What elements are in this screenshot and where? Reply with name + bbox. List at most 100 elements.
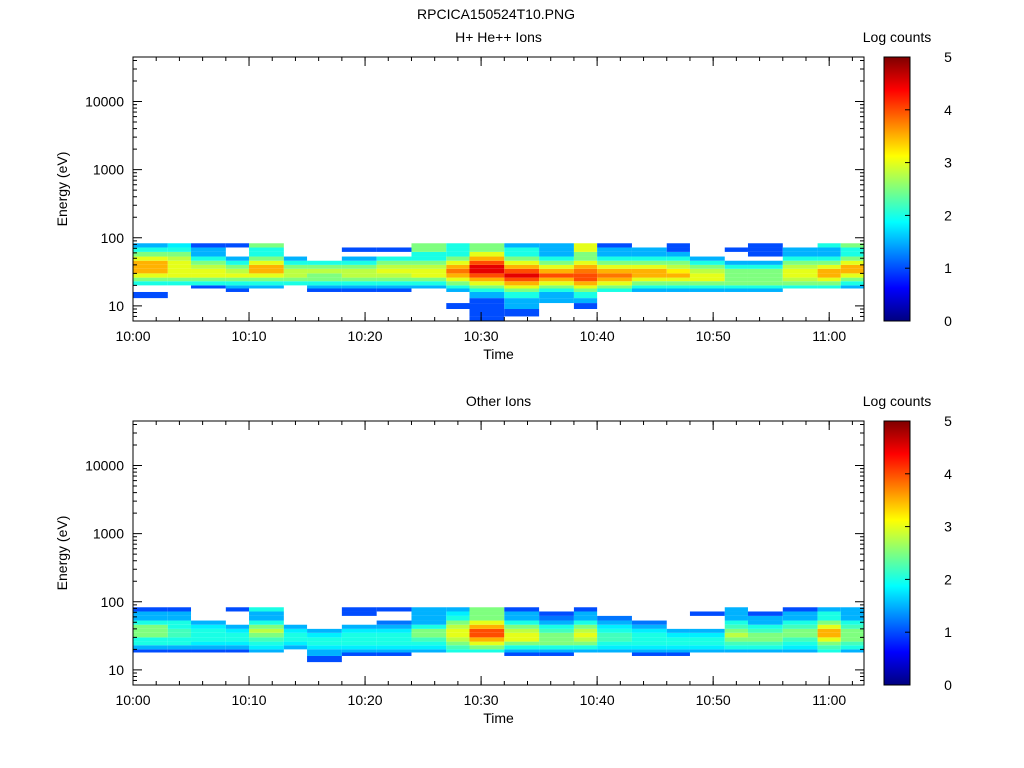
heatmap-cell xyxy=(747,649,783,653)
heatmap-cell xyxy=(573,298,598,304)
heatmap-cell xyxy=(469,620,505,625)
heatmap-cell xyxy=(666,243,690,248)
heatmap-cell xyxy=(249,285,284,289)
heatmap-cell xyxy=(469,243,505,248)
heatmap-cell xyxy=(307,645,342,650)
heatmap-cell xyxy=(191,260,226,265)
heatmap-cell xyxy=(597,632,632,638)
heatmap-cell xyxy=(573,649,598,653)
heatmap-cell xyxy=(225,607,250,612)
y-tick-label: 100 xyxy=(101,230,125,246)
colorbar-tick-label: 1 xyxy=(944,260,952,276)
heatmap-cell xyxy=(446,615,470,621)
heatmap-cell xyxy=(539,281,574,286)
heatmap-cell xyxy=(133,281,168,286)
heatmap-cell xyxy=(411,645,447,650)
heatmap-cell xyxy=(631,637,667,642)
heatmap-cell xyxy=(817,256,841,261)
heatmap-cell xyxy=(249,641,284,646)
heatmap-cell xyxy=(225,273,250,278)
heatmap-cell xyxy=(747,615,783,621)
heatmap-cell xyxy=(411,632,447,638)
heatmap-cell xyxy=(446,285,470,289)
heatmap-cell xyxy=(225,641,250,646)
heatmap-cell xyxy=(167,264,192,269)
heatmap-cell xyxy=(817,632,841,638)
heatmap-cell xyxy=(840,641,864,646)
heatmap-cell xyxy=(539,264,574,269)
heatmap-cell xyxy=(341,632,377,638)
heatmap-cell xyxy=(689,288,725,292)
heatmap-cell xyxy=(376,649,412,653)
x-tick-label: 10:00 xyxy=(115,692,150,708)
heatmap-cell xyxy=(782,247,818,252)
heatmap-cell xyxy=(597,243,632,248)
heatmap-cell xyxy=(446,243,470,248)
heatmap-cell xyxy=(307,288,342,292)
heatmap-cell xyxy=(167,624,192,629)
heatmap-cell xyxy=(573,632,598,638)
heatmap-cell xyxy=(249,281,284,286)
heatmap-cell xyxy=(283,624,308,629)
heatmap-cell xyxy=(307,628,342,633)
heatmap-cell xyxy=(631,652,667,656)
heatmap-cell xyxy=(341,281,377,286)
heatmap-cell xyxy=(689,611,725,616)
heatmap-cell xyxy=(249,277,284,282)
heatmap-cell xyxy=(539,285,574,289)
heatmap-cell xyxy=(539,273,574,278)
heatmap-cell xyxy=(469,632,505,638)
heatmap-cell xyxy=(191,243,226,248)
heatmap-cell xyxy=(133,637,168,642)
heatmap-cell xyxy=(283,268,308,274)
heatmap-cell xyxy=(446,645,470,650)
heatmap-cell xyxy=(469,649,505,653)
heatmap-cell xyxy=(307,285,342,289)
heatmap-cell xyxy=(249,256,284,261)
heatmap-cell xyxy=(666,637,690,642)
heatmap-cell xyxy=(411,281,447,286)
heatmap-cell xyxy=(573,288,598,292)
heatmap-cell xyxy=(469,637,505,642)
heatmap-cell xyxy=(539,260,574,265)
heatmap-cell xyxy=(133,256,168,261)
heatmap-cell xyxy=(225,243,250,248)
heatmap-cell xyxy=(191,645,226,650)
heatmap-cell xyxy=(376,624,412,629)
heatmap-cell xyxy=(469,256,505,261)
heatmap-cell xyxy=(133,628,168,633)
heatmap-cell xyxy=(191,264,226,269)
colorbar-label: Log counts xyxy=(863,393,932,409)
heatmap-cell xyxy=(167,615,192,621)
heatmap-cell xyxy=(376,641,412,646)
colorbar-label: Log counts xyxy=(863,29,932,45)
heatmap-cell xyxy=(631,260,667,265)
colorbar-tick-label: 5 xyxy=(944,49,952,65)
heatmap-cell xyxy=(782,645,818,650)
heatmap-cell xyxy=(341,264,377,269)
heatmap-cell xyxy=(283,260,308,265)
heatmap-cell xyxy=(469,298,505,304)
heatmap-cell xyxy=(747,641,783,646)
heatmap-panel-1: H+ He++ Ions 10:00 10:10 10:20 10:30 10:40 10:… xyxy=(54,29,952,362)
heatmap-cell xyxy=(133,260,168,265)
colorbar-tick-label: 0 xyxy=(944,677,952,693)
heatmap-cell xyxy=(446,632,470,638)
heatmap-cell xyxy=(573,628,598,633)
x-tick-label: 11:00 xyxy=(812,692,846,708)
colorbar-tick-label: 3 xyxy=(944,155,952,171)
heatmap-cell xyxy=(167,273,192,278)
heatmap-cell xyxy=(504,277,540,282)
heatmap-cell xyxy=(225,649,250,653)
heatmap-cell xyxy=(167,620,192,625)
heatmap-cell xyxy=(666,632,690,638)
heatmap-cell xyxy=(817,264,841,269)
heatmap-cell xyxy=(597,615,632,621)
heatmap-cell xyxy=(191,251,226,257)
heatmap-cell xyxy=(539,247,574,252)
heatmap-cell xyxy=(249,268,284,274)
heatmap-cell xyxy=(724,628,748,633)
heatmap-cell xyxy=(539,256,574,261)
panel-title: H+ He++ Ions xyxy=(455,29,542,45)
heatmap-cell xyxy=(840,251,864,257)
